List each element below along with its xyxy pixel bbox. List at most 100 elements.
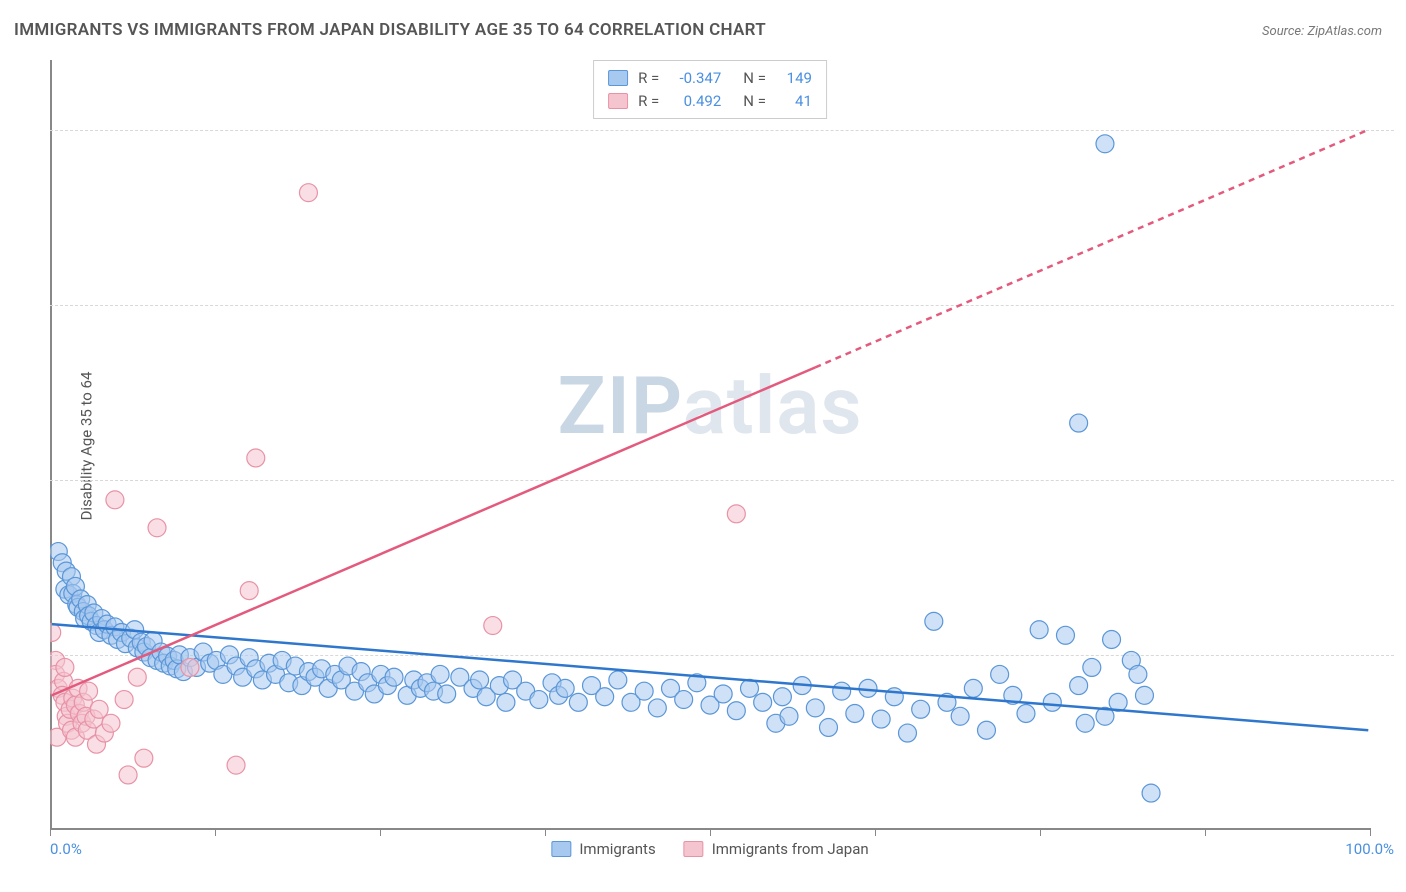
x-tick [710, 828, 711, 836]
stats-row: R = 0.492 N = 41 [608, 90, 812, 113]
scatter-point-japan [115, 691, 133, 709]
chart-title: IMMIGRANTS VS IMMIGRANTS FROM JAPAN DISA… [14, 20, 766, 40]
scatter-point-immigrants [978, 721, 996, 739]
x-tick [545, 828, 546, 836]
scatter-point-immigrants [793, 677, 811, 695]
scatter-point-immigrants [1043, 693, 1061, 711]
scatter-point-immigrants [938, 693, 956, 711]
scatter-point-immigrants [991, 665, 1009, 683]
scatter-point-immigrants [754, 693, 772, 711]
stats-r-value: 0.492 [669, 90, 721, 113]
scatter-point-immigrants [820, 718, 838, 736]
scatter-point-immigrants [431, 665, 449, 683]
scatter-layer [50, 60, 1370, 828]
scatter-point-immigrants [714, 685, 732, 703]
scatter-point-immigrants [1096, 135, 1114, 153]
x-tick [1205, 828, 1206, 836]
scatter-point-immigrants [925, 612, 943, 630]
x-tick [1370, 828, 1371, 836]
stats-swatch [608, 93, 628, 109]
scatter-point-immigrants [912, 700, 930, 718]
scatter-point-immigrants [741, 679, 759, 697]
scatter-point-japan [102, 714, 120, 732]
x-tick [215, 828, 216, 836]
scatter-point-immigrants [596, 688, 614, 706]
scatter-point-immigrants [609, 671, 627, 689]
plot-area: ZIPatlas R =-0.347N =149R =0.492N =41 0.… [50, 60, 1370, 830]
scatter-point-japan [119, 766, 137, 784]
stats-n-value: 149 [776, 67, 812, 90]
scatter-point-immigrants [1142, 784, 1160, 802]
scatter-point-immigrants [1017, 705, 1035, 723]
stats-n-label: N = [743, 67, 766, 90]
x-tick [50, 828, 51, 836]
stats-legend-box: R = -0.347 N = 149 R = 0.492 N = 41 [593, 60, 827, 119]
legend-swatch [551, 841, 571, 857]
scatter-point-immigrants [806, 699, 824, 717]
scatter-point-immigrants [688, 674, 706, 692]
scatter-point-immigrants [1083, 658, 1101, 676]
stats-r-label: R = [638, 90, 659, 113]
scatter-point-japan [727, 505, 745, 523]
scatter-point-japan [106, 491, 124, 509]
scatter-point-immigrants [899, 724, 917, 742]
scatter-point-immigrants [1070, 414, 1088, 432]
scatter-point-immigrants [859, 679, 877, 697]
source-link[interactable]: ZipAtlas.com [1307, 24, 1382, 39]
scatter-point-japan [299, 184, 317, 202]
stats-row: R = -0.347 N = 149 [608, 67, 812, 90]
scatter-point-japan [247, 449, 265, 467]
scatter-point-immigrants [635, 682, 653, 700]
scatter-point-immigrants [1096, 707, 1114, 725]
scatter-point-immigrants [833, 682, 851, 700]
scatter-point-immigrants [648, 699, 666, 717]
x-tick [380, 828, 381, 836]
scatter-point-immigrants [1004, 686, 1022, 704]
scatter-point-immigrants [556, 679, 574, 697]
scatter-point-immigrants [497, 693, 515, 711]
scatter-point-japan [128, 668, 146, 686]
scatter-point-immigrants [872, 710, 890, 728]
stats-r-label: R = [638, 67, 659, 90]
scatter-point-immigrants [1109, 693, 1127, 711]
scatter-point-japan [80, 682, 98, 700]
x-tick [1040, 828, 1041, 836]
scatter-point-immigrants [1056, 626, 1074, 644]
legend-label: Immigrants from Japan [712, 840, 869, 858]
scatter-point-immigrants [675, 691, 693, 709]
x-axis-min-label: 0.0% [50, 840, 82, 858]
scatter-point-japan [135, 749, 153, 767]
scatter-point-immigrants [773, 688, 791, 706]
legend-item: Immigrants from Japan [684, 840, 869, 858]
legend-label: Immigrants [579, 840, 655, 858]
stats-swatch [608, 70, 628, 86]
scatter-point-immigrants [1129, 665, 1147, 683]
scatter-point-immigrants [727, 702, 745, 720]
scatter-point-japan [148, 519, 166, 537]
x-axis-max-label: 100.0% [1345, 840, 1394, 858]
scatter-point-immigrants [885, 688, 903, 706]
scatter-point-immigrants [846, 705, 864, 723]
source-attribution: Source: ZipAtlas.com [1262, 24, 1382, 39]
scatter-point-immigrants [530, 691, 548, 709]
stats-n-label: N = [743, 90, 766, 113]
scatter-point-immigrants [780, 707, 798, 725]
scatter-point-japan [50, 624, 61, 642]
scatter-point-japan [484, 617, 502, 635]
bottom-legend: Immigrants Immigrants from Japan [551, 840, 868, 858]
scatter-point-japan [56, 658, 74, 676]
stats-n-value: 41 [776, 90, 812, 113]
scatter-point-immigrants [1070, 677, 1088, 695]
source-prefix: Source: [1262, 24, 1307, 39]
scatter-point-immigrants [385, 668, 403, 686]
scatter-point-immigrants [964, 679, 982, 697]
scatter-point-immigrants [1103, 631, 1121, 649]
scatter-point-japan [227, 756, 245, 774]
scatter-point-immigrants [1135, 686, 1153, 704]
scatter-point-immigrants [471, 671, 489, 689]
legend-swatch [684, 841, 704, 857]
scatter-point-immigrants [951, 707, 969, 725]
scatter-point-japan [181, 658, 199, 676]
stats-r-value: -0.347 [669, 67, 721, 90]
legend-item: Immigrants [551, 840, 655, 858]
